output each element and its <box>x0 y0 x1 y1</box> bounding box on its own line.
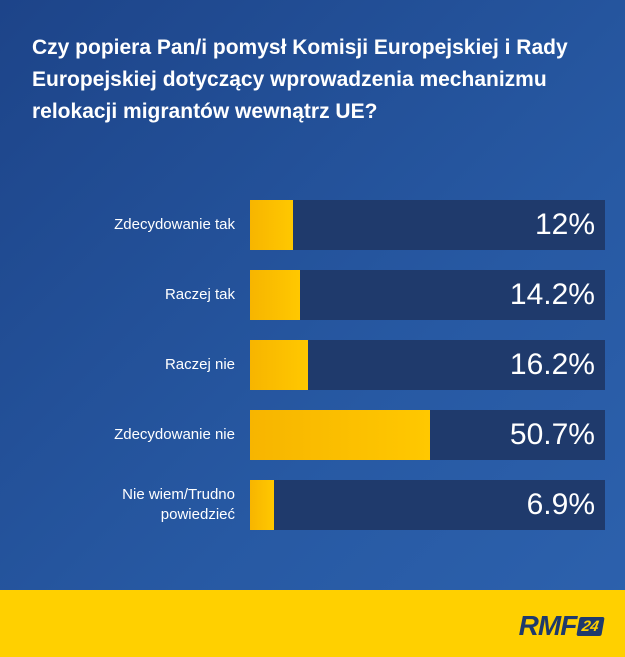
bar-track <box>250 480 605 530</box>
category-label: Raczej nie <box>164 356 235 373</box>
bar <box>250 270 301 320</box>
logo-badge: 24 <box>576 616 605 636</box>
footer: RMF 24 <box>0 590 625 657</box>
category-label: Raczej tak <box>164 286 235 303</box>
category-label: Nie wiem/Trudno powiedzieć <box>122 486 235 523</box>
bar <box>250 480 275 530</box>
bar <box>250 340 308 390</box>
value-label: 14.2% <box>509 278 595 311</box>
category-label: Zdecydowanie tak <box>114 216 235 233</box>
bar-track <box>250 340 605 390</box>
chart-title: Czy popiera Pan/i pomysł Komisji Europej… <box>32 36 568 123</box>
bar-track <box>250 200 605 250</box>
bar <box>250 200 293 250</box>
value-label: 50.7% <box>509 418 595 451</box>
value-label: 16.2% <box>509 348 595 381</box>
logo: RMF 24 <box>518 610 605 642</box>
bar-track <box>250 270 605 320</box>
logo-text: RMF <box>518 610 578 641</box>
bar <box>250 410 430 460</box>
value-label: 12% <box>534 208 595 241</box>
value-label: 6.9% <box>526 488 595 521</box>
category-label: Zdecydowanie nie <box>114 426 235 443</box>
